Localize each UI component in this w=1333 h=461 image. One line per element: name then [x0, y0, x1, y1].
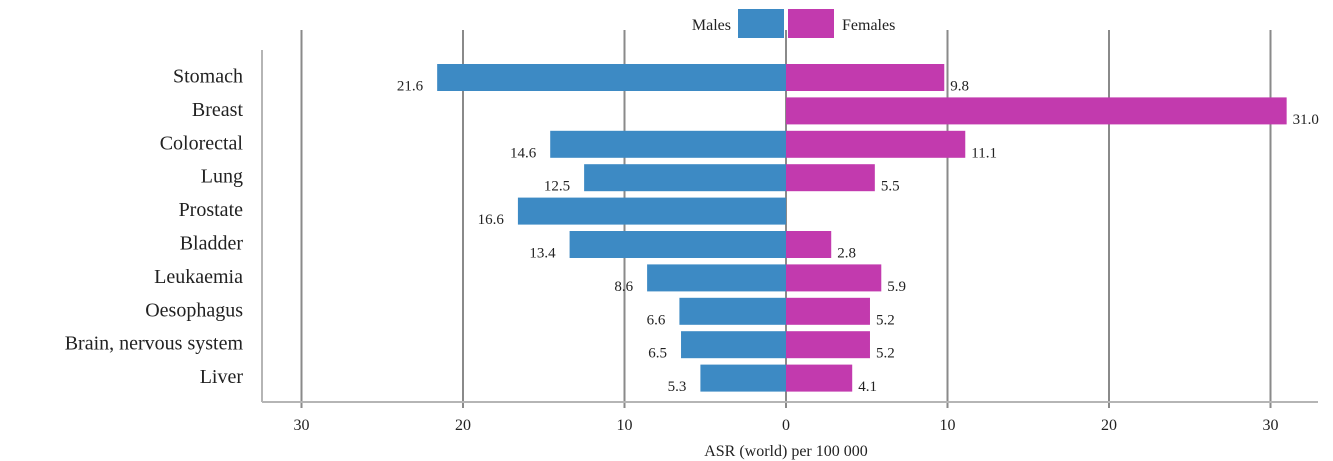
- category-label: Lung: [201, 166, 243, 188]
- x-tick-label: 0: [782, 417, 790, 434]
- female-bar: [786, 297, 870, 325]
- females-legend-label: Females: [842, 17, 895, 34]
- category-label: Breast: [192, 99, 244, 121]
- female-value-label: 9.8: [950, 79, 969, 95]
- data-labels: 21.6 9.8 31.0 14.6 11.1 12.5 5.5 16.6 13.4 2.8 8.6…: [397, 79, 1319, 396]
- category-label: Leukaemia: [154, 266, 243, 288]
- male-bar: [550, 130, 786, 158]
- x-tick-label: 30: [294, 417, 310, 434]
- category-labels: Stomach Breast Colorectal Lung Prostate Bladd…: [65, 66, 244, 389]
- males-legend-label: Males: [692, 17, 731, 34]
- male-value-label: 14.6: [510, 145, 537, 161]
- male-bar: [569, 231, 786, 258]
- female-value-label: 11.1: [971, 145, 997, 161]
- female-bar: [786, 364, 853, 392]
- female-bar: [786, 231, 832, 258]
- female-value-label: 2.8: [837, 246, 856, 262]
- female-bar: [786, 64, 945, 91]
- x-tick-label: 10: [617, 417, 633, 434]
- female-value-label: 31.0: [1293, 112, 1319, 128]
- male-value-label: 13.4: [529, 246, 556, 262]
- female-value-label: 5.2: [876, 346, 895, 362]
- category-label: Liver: [200, 366, 244, 388]
- female-bar: [786, 331, 870, 359]
- male-bar: [517, 197, 786, 225]
- category-label: Stomach: [173, 66, 243, 88]
- x-tick-label: 10: [940, 417, 956, 434]
- category-label: Prostate: [179, 199, 244, 221]
- males-legend-swatch: [738, 9, 784, 38]
- x-tick-label: 20: [1101, 417, 1117, 434]
- category-label: Bladder: [180, 233, 244, 255]
- legend: Males Females: [692, 9, 895, 38]
- x-axis-title: ASR (world) per 100 000: [704, 443, 868, 460]
- axes: 30 20 10 0 10 20 30: [261, 50, 1318, 434]
- female-value-label: 4.1: [858, 379, 877, 395]
- female-bar: [786, 264, 882, 292]
- male-value-label: 12.5: [544, 179, 570, 195]
- male-value-label: 21.6: [397, 79, 424, 95]
- females-legend-swatch: [788, 9, 834, 38]
- female-bar: [786, 97, 1287, 125]
- category-label: Oesophagus: [145, 299, 243, 321]
- male-bar: [437, 64, 786, 91]
- female-bar: [786, 164, 875, 192]
- female-value-label: 5.2: [876, 312, 895, 328]
- male-value-label: 6.5: [648, 346, 667, 362]
- x-tick-label: 30: [1263, 417, 1279, 434]
- x-tick-label: 20: [455, 417, 471, 434]
- male-value-label: 16.6: [478, 212, 505, 228]
- male-value-label: 8.6: [614, 279, 633, 295]
- male-value-label: 5.3: [668, 379, 687, 395]
- male-bar: [584, 164, 786, 192]
- category-label: Colorectal: [160, 132, 244, 154]
- category-label: Brain, nervous system: [65, 333, 244, 355]
- male-bar: [700, 364, 786, 392]
- male-value-label: 6.6: [647, 312, 666, 328]
- female-value-label: 5.5: [881, 179, 900, 195]
- female-bar: [786, 130, 966, 158]
- bars: [437, 64, 1287, 392]
- female-value-label: 5.9: [887, 279, 906, 295]
- male-bar: [647, 264, 786, 292]
- male-bar: [679, 297, 786, 325]
- male-bar: [681, 331, 786, 359]
